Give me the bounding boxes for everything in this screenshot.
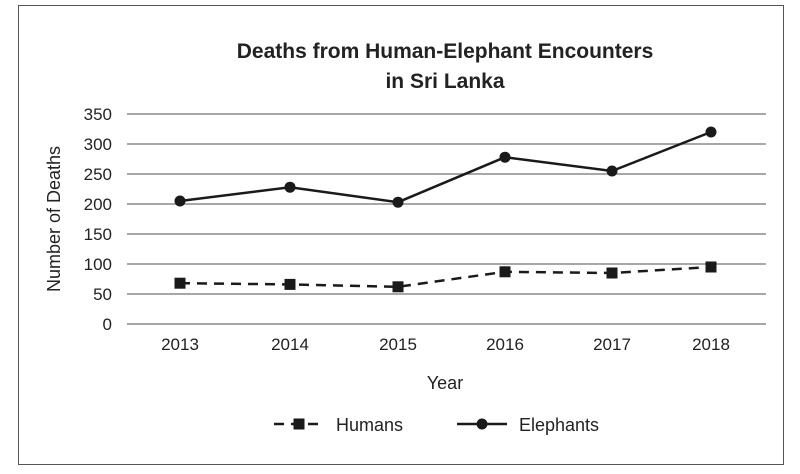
- data-point-elephants: [499, 151, 511, 163]
- y-tick-label: 50: [93, 285, 112, 304]
- data-point-humans: [499, 266, 511, 278]
- legend-label: Elephants: [519, 415, 599, 435]
- data-point-humans: [284, 278, 296, 290]
- x-tick-label: 2017: [593, 335, 631, 354]
- x-tick-label: 2018: [692, 335, 730, 354]
- data-point-elephants: [392, 196, 404, 208]
- legend-marker: [476, 418, 488, 430]
- data-point-humans: [174, 277, 186, 289]
- data-point-elephants: [606, 165, 618, 177]
- data-point-humans: [392, 281, 404, 293]
- data-point-elephants: [284, 181, 296, 193]
- y-tick-label: 250: [84, 165, 112, 184]
- y-tick-label: 200: [84, 195, 112, 214]
- chart-title-line2: in Sri Lanka: [385, 70, 504, 93]
- chart-title-line1: Deaths from Human-Elephant Encounters: [237, 40, 654, 63]
- data-point-elephants: [174, 195, 186, 207]
- chart-frame: [18, 5, 784, 465]
- x-tick-label: 2013: [161, 335, 199, 354]
- y-tick-label: 300: [84, 135, 112, 154]
- x-tick-label: 2014: [271, 335, 309, 354]
- y-axis-label: Number of Deaths: [44, 146, 64, 292]
- x-tick-label: 2015: [379, 335, 417, 354]
- x-axis-label: Year: [427, 373, 463, 393]
- y-tick-label: 0: [103, 315, 112, 334]
- data-point-humans: [705, 261, 717, 273]
- y-tick-label: 100: [84, 255, 112, 274]
- data-point-elephants: [705, 126, 717, 138]
- y-tick-label: 150: [84, 225, 112, 244]
- data-point-humans: [606, 267, 618, 279]
- series-line-elephants: [179, 130, 712, 204]
- series-line-humans: [179, 265, 712, 289]
- x-tick-label: 2016: [486, 335, 524, 354]
- y-tick-label: 350: [84, 105, 112, 124]
- legend-label: Humans: [336, 415, 403, 435]
- legend-marker: [293, 418, 305, 430]
